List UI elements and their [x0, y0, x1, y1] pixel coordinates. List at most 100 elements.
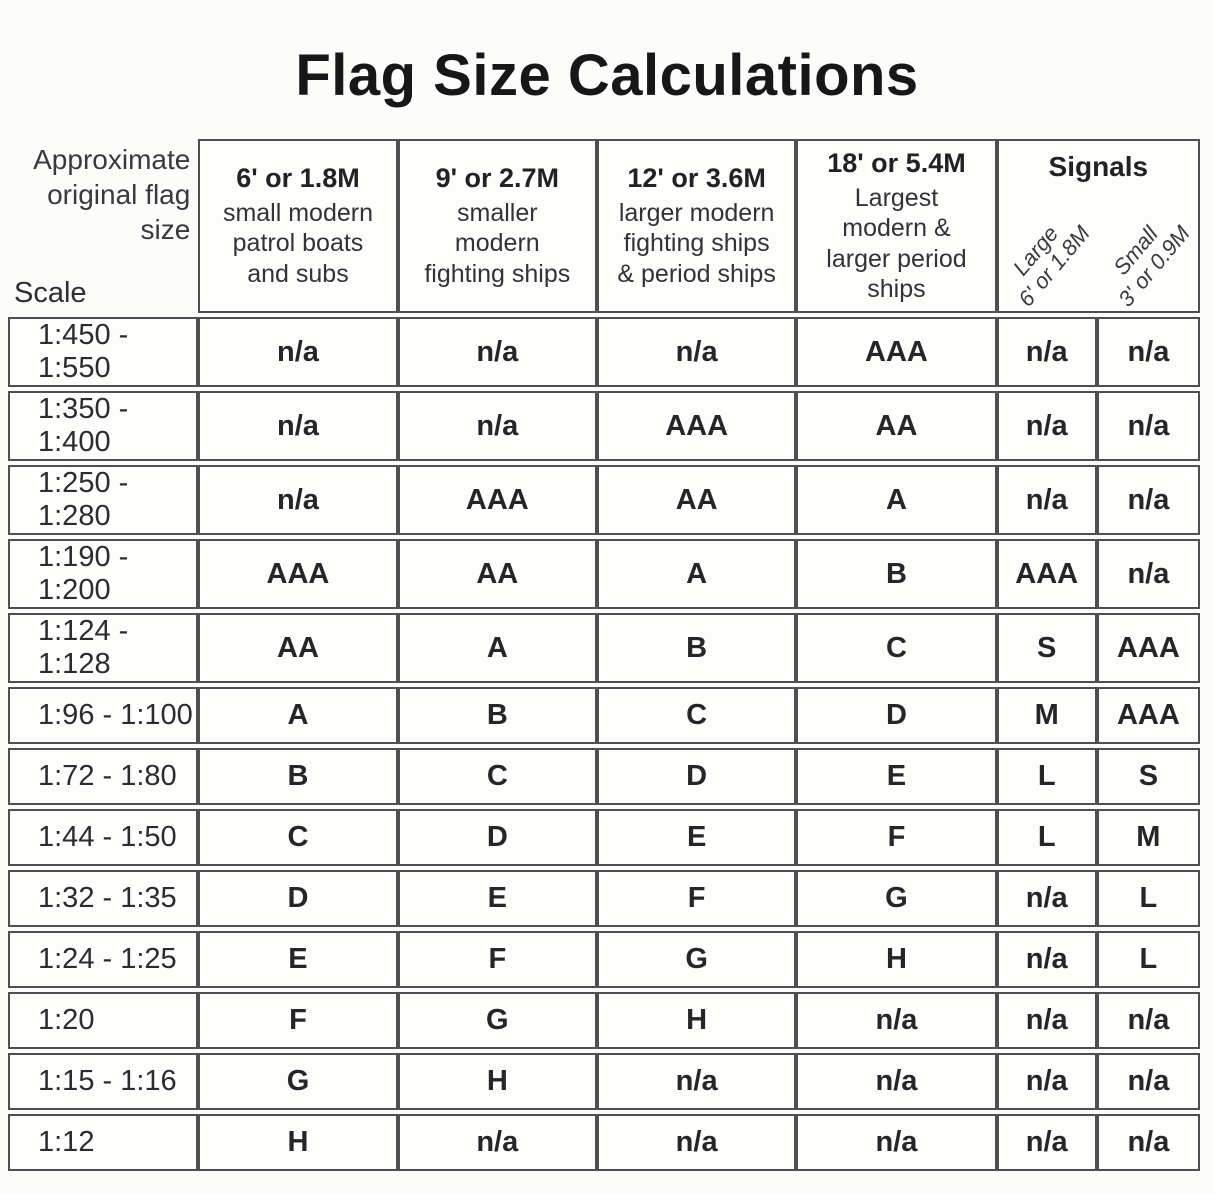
value-cell: M — [1096, 809, 1200, 866]
value-cell: n/a — [198, 391, 398, 461]
value-cell: n/a — [996, 870, 1097, 927]
value-cell: B — [596, 613, 797, 683]
value-cell: n/a — [796, 992, 997, 1049]
column-header-18ft: 18' or 5.4M Largest modern & larger peri… — [796, 139, 997, 313]
scale-cell: 1:350 - 1:400 — [8, 391, 199, 461]
value-cell: G — [596, 931, 797, 988]
value-cell: AAA — [796, 317, 997, 387]
value-cell: n/a — [1096, 391, 1200, 461]
signals-subheaders: Large 6' or 1.8M Small 3' or 0.9M — [999, 183, 1198, 311]
column-header-signals: Signals Large 6' or 1.8M Small 3' or 0.9… — [996, 139, 1200, 313]
value-cell: S — [996, 613, 1097, 683]
table-body: 1:450 - 1:550 n/a n/a n/a AAA n/a n/a 1:350 - 1… — [8, 317, 1200, 1171]
value-cell: AA — [796, 391, 997, 461]
value-cell: L — [996, 809, 1097, 866]
value-cell: AAA — [1096, 613, 1200, 683]
column-size-label: 9' or 2.7M — [435, 162, 560, 193]
value-cell: D — [198, 870, 398, 927]
value-cell: L — [1096, 931, 1200, 988]
flag-size-table: Approximate original flag size Scale 6' … — [8, 135, 1200, 1175]
table-row: 1:124 - 1:128 AA A B C S AAA — [8, 613, 1200, 683]
value-cell: S — [1096, 748, 1200, 805]
scale-cell: 1:12 — [8, 1114, 199, 1171]
value-cell: B — [397, 687, 597, 744]
scale-label: Scale — [14, 277, 87, 309]
value-cell: F — [397, 931, 597, 988]
value-cell: B — [796, 539, 997, 609]
column-size-label: 6' or 1.8M — [236, 162, 360, 193]
value-cell: A — [198, 687, 398, 744]
value-cell: M — [996, 687, 1097, 744]
value-cell: L — [1096, 870, 1200, 927]
value-cell: AAA — [1096, 687, 1200, 744]
table-row: 1:450 - 1:550 n/a n/a n/a AAA n/a n/a — [8, 317, 1200, 387]
value-cell: n/a — [1096, 992, 1200, 1049]
column-header-content: 18' or 5.4M Largest modern & larger peri… — [798, 142, 994, 311]
value-cell: C — [796, 613, 997, 683]
scale-cell: 1:32 - 1:35 — [8, 870, 199, 927]
scale-cell: 1:250 - 1:280 — [8, 465, 199, 535]
value-cell: E — [198, 931, 398, 988]
scale-cell: 1:190 - 1:200 — [8, 539, 199, 609]
column-size-label: 12' or 3.6M — [627, 162, 766, 193]
value-cell: A — [397, 613, 597, 683]
column-header-12ft: 12' or 3.6M larger modern fighting ships… — [596, 139, 797, 313]
value-cell: n/a — [596, 1053, 797, 1110]
value-cell: n/a — [796, 1114, 997, 1171]
value-cell: n/a — [996, 1114, 1097, 1171]
column-header-6ft: 6' or 1.8M small modern patrol boats and… — [198, 139, 398, 313]
value-cell: n/a — [996, 992, 1097, 1049]
value-cell: B — [198, 748, 398, 805]
value-cell: E — [796, 748, 997, 805]
value-cell: n/a — [796, 1053, 997, 1110]
column-header-9ft: 9' or 2.7M smaller modern fighting ships — [397, 139, 597, 313]
value-cell: n/a — [996, 931, 1097, 988]
value-cell: H — [198, 1114, 398, 1171]
value-cell: n/a — [996, 465, 1097, 535]
value-cell: C — [198, 809, 398, 866]
value-cell: C — [397, 748, 597, 805]
corner-header-cell: Approximate original flag size Scale — [8, 139, 198, 313]
value-cell: n/a — [1096, 1114, 1200, 1171]
value-cell: AAA — [996, 539, 1097, 609]
corner-box: Approximate original flag size Scale — [8, 140, 198, 312]
value-cell: F — [596, 870, 797, 927]
scale-cell: 1:15 - 1:16 — [8, 1053, 199, 1110]
value-cell: D — [596, 748, 797, 805]
value-cell: AAA — [198, 539, 398, 609]
value-cell: n/a — [198, 317, 398, 387]
value-cell: D — [796, 687, 997, 744]
signals-title: Signals — [1048, 151, 1149, 182]
header-row: Approximate original flag size Scale 6' … — [8, 139, 1200, 313]
value-cell: n/a — [397, 1114, 597, 1171]
value-cell: n/a — [996, 391, 1097, 461]
value-cell: n/a — [1096, 465, 1200, 535]
value-cell: n/a — [596, 317, 797, 387]
value-cell: G — [397, 992, 597, 1049]
scale-cell: 1:24 - 1:25 — [8, 931, 199, 988]
value-cell: n/a — [996, 1053, 1097, 1110]
column-desc-label: Largest modern & larger period ships — [826, 183, 967, 304]
value-cell: L — [996, 748, 1097, 805]
value-cell: n/a — [1096, 317, 1200, 387]
column-header-content: 9' or 2.7M smaller modern fighting ships — [400, 157, 595, 296]
value-cell: AAA — [397, 465, 597, 535]
column-header-content: 12' or 3.6M larger modern fighting ships… — [599, 157, 794, 296]
column-header-content: 6' or 1.8M small modern patrol boats and… — [200, 157, 395, 296]
page-title: Flag Size Calculations — [295, 43, 919, 108]
value-cell: AAA — [596, 391, 797, 461]
value-cell: AA — [397, 539, 597, 609]
scale-cell: 1:72 - 1:80 — [8, 748, 199, 805]
scale-cell: 1:450 - 1:550 — [8, 317, 199, 387]
value-cell: n/a — [596, 1114, 797, 1171]
scale-cell: 1:44 - 1:50 — [8, 809, 199, 866]
signals-large-slot: Large 6' or 1.8M — [999, 183, 1099, 311]
value-cell: E — [596, 809, 797, 866]
table-row: 1:72 - 1:80 B C D E L S — [8, 748, 1200, 805]
value-cell: H — [397, 1053, 597, 1110]
